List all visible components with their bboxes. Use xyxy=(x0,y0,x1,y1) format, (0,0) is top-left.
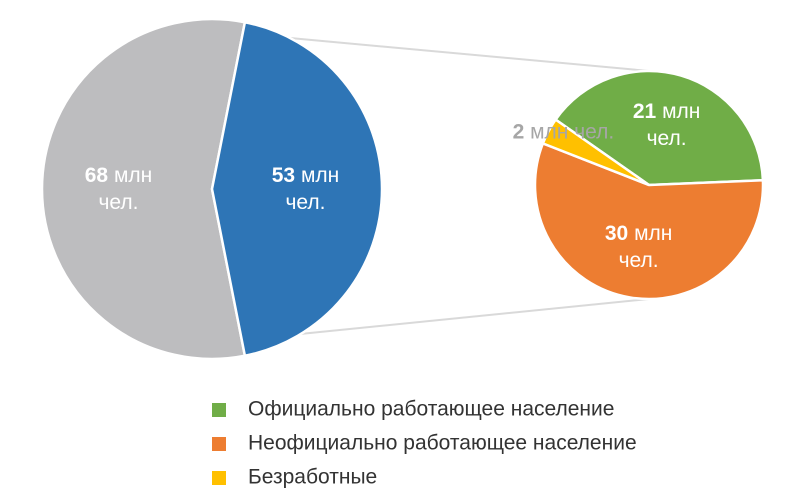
legend-swatch xyxy=(212,471,226,485)
value-label: 21 млн чел. xyxy=(633,99,700,149)
value-label: 2 млн чел. xyxy=(513,120,615,143)
legend-label: Неофициально работающее население xyxy=(248,432,637,455)
connector xyxy=(299,298,650,335)
legend-swatch xyxy=(212,437,226,451)
value-label: 53 млн чел. xyxy=(272,164,339,214)
legend-label: Безработные xyxy=(248,466,377,489)
pie-slice xyxy=(40,17,247,361)
pie-slice xyxy=(533,141,765,301)
pie-slice xyxy=(210,20,384,358)
value-label: 68 млн чел. xyxy=(85,164,152,214)
legend-swatch xyxy=(212,403,226,417)
pie-slice xyxy=(541,117,650,187)
connector xyxy=(289,37,650,72)
pie-slice xyxy=(553,69,765,187)
value-label: 30 млн чел. xyxy=(605,221,672,271)
legend-label: Официально работающее население xyxy=(248,398,614,421)
